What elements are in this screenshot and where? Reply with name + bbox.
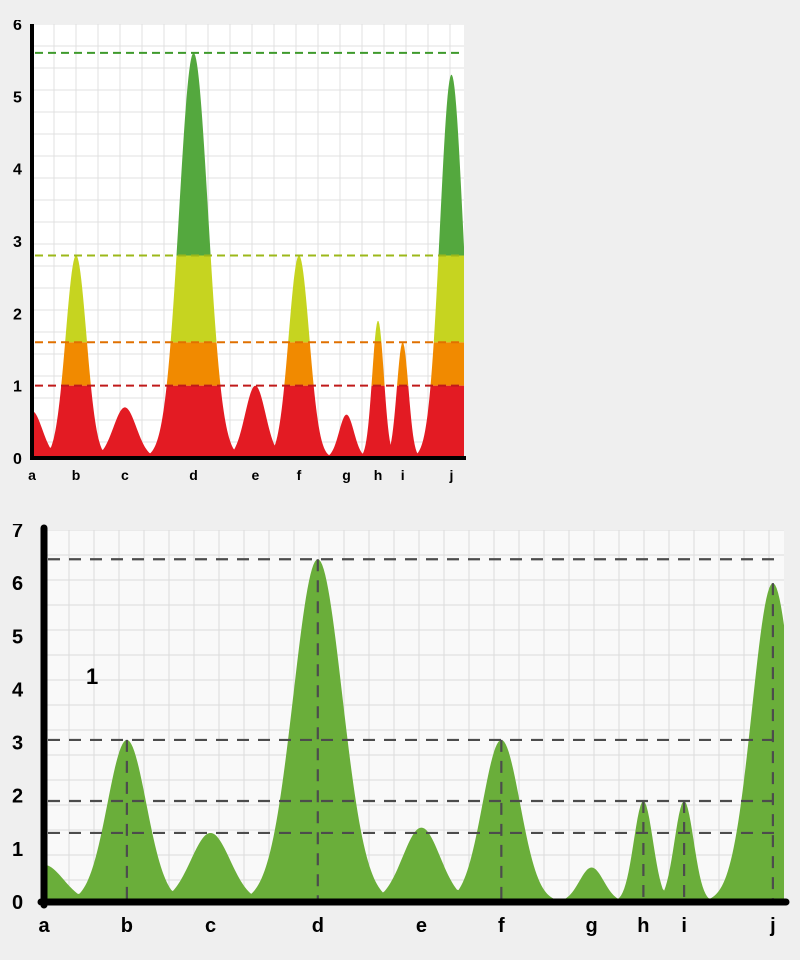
x-tick: f xyxy=(498,915,505,937)
y-tick: 4 xyxy=(12,679,24,701)
callout-marker: 1 xyxy=(86,664,98,689)
x-tick: c xyxy=(205,915,216,937)
green-area-chart: 0 1 2 3 4 5 6 7 a b c d e f g h i j 1 xyxy=(10,524,790,944)
x-tick-labels-2: a b c d e f g h i j xyxy=(38,915,775,937)
y-tick: 0 xyxy=(12,892,23,914)
y-tick: 6 xyxy=(12,573,23,595)
x-tick: j xyxy=(449,467,454,483)
y-tick-labels-2: 0 1 2 3 4 5 6 7 xyxy=(12,524,24,914)
y-tick: 0 xyxy=(13,451,22,468)
x-tick: e xyxy=(416,915,427,937)
x-tick: a xyxy=(28,467,36,483)
x-tick: h xyxy=(374,467,383,483)
x-tick: g xyxy=(342,467,351,483)
y-tick: 2 xyxy=(13,306,22,323)
x-tick: c xyxy=(121,467,129,483)
x-tick: e xyxy=(251,467,259,483)
y-tick: 7 xyxy=(12,524,23,542)
x-tick: f xyxy=(297,467,302,483)
y-tick: 4 xyxy=(13,162,22,179)
x-tick: a xyxy=(38,915,50,937)
y-tick: 5 xyxy=(13,89,22,106)
y-tick: 1 xyxy=(12,839,23,861)
y-tick: 6 xyxy=(13,20,22,34)
y-tick-labels-1: 0 1 2 3 4 5 6 xyxy=(13,20,22,468)
x-tick: h xyxy=(637,915,649,937)
x-tick: i xyxy=(681,915,687,937)
x-tick: i xyxy=(401,467,405,483)
y-tick: 3 xyxy=(13,234,22,251)
threshold-area-chart: 0 1 2 3 4 5 6 a b c d e f g h i j xyxy=(10,20,470,490)
y-tick: 2 xyxy=(12,786,23,808)
y-tick: 5 xyxy=(12,626,23,648)
x-tick-labels-1: a b c d e f g h i j xyxy=(28,467,453,483)
x-tick: j xyxy=(769,915,776,937)
x-tick: b xyxy=(72,467,81,483)
page: 0 1 2 3 4 5 6 a b c d e f g h i j 0 1 2 3 4 5 6 7 a b c d e f g h i j 1 xyxy=(0,0,800,960)
x-tick: d xyxy=(312,915,324,937)
y-tick: 1 xyxy=(13,379,22,396)
x-tick: b xyxy=(121,915,133,937)
x-tick: g xyxy=(585,915,597,937)
x-tick: d xyxy=(189,467,198,483)
y-tick: 3 xyxy=(12,733,23,755)
